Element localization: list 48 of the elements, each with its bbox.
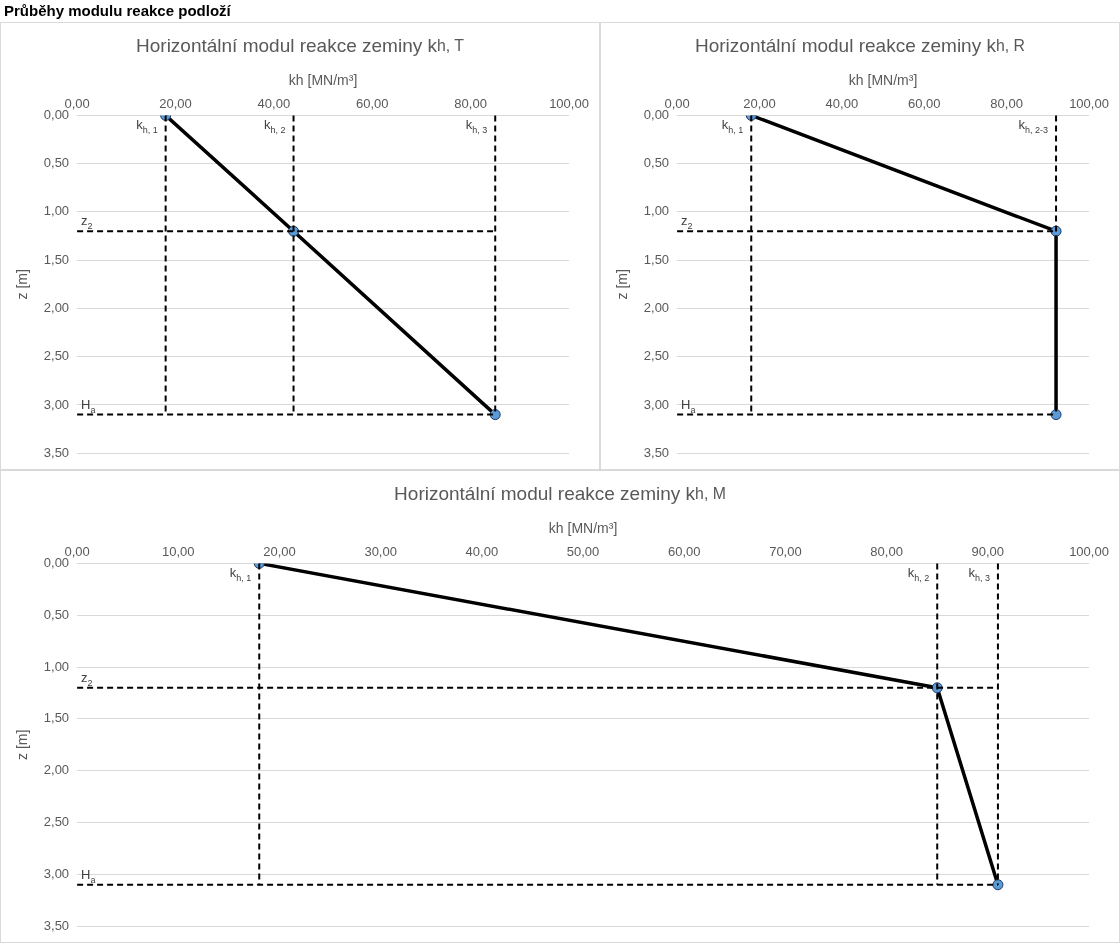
y-tick-label: 1,50 xyxy=(43,251,70,267)
x-axis-title: kh [MN/m³] xyxy=(548,520,618,537)
y-tick-label: 2,00 xyxy=(43,762,70,778)
y-tick-label: 1,50 xyxy=(43,710,70,726)
x-tick-label: 20,00 xyxy=(743,96,776,112)
y-tick-label: 0,50 xyxy=(43,606,70,622)
x-tick-label: 60,00 xyxy=(355,96,389,112)
y-tick-label: 2,50 xyxy=(643,348,670,364)
x-tick-label: 40,00 xyxy=(825,96,859,112)
x-tick-label: 80,00 xyxy=(990,96,1023,112)
y-axis-title: z [m] xyxy=(14,269,31,300)
y-tick-label: 2,00 xyxy=(643,300,670,316)
x-tick-label: 100,00 xyxy=(1069,96,1109,112)
x-tick-label: 40,00 xyxy=(465,544,499,560)
y-tick-label: 3,50 xyxy=(43,444,70,460)
x-tick-label: 100,00 xyxy=(1069,544,1109,560)
y-tick-label: 2,50 xyxy=(43,814,70,830)
x-tick-label: 40,00 xyxy=(257,96,291,112)
x-tick-label: 100,00 xyxy=(549,96,589,112)
x-tick-label: 30,00 xyxy=(364,544,397,560)
x-tick-label: 60,00 xyxy=(667,544,701,560)
y-tick-label: 1,00 xyxy=(43,658,70,674)
y-tick-label: 0,50 xyxy=(43,155,70,171)
x-tick-label: 80,00 xyxy=(870,544,903,560)
x-tick-label: 60,00 xyxy=(907,96,941,112)
x-axis-title: kh [MN/m³] xyxy=(288,72,358,89)
x-tick-label: 70,00 xyxy=(769,544,802,560)
x-tick-label: 50,00 xyxy=(566,544,600,560)
x-tick-label: 90,00 xyxy=(971,544,1005,560)
x-tick-label: 80,00 xyxy=(454,96,487,112)
y-tick-label: 1,00 xyxy=(43,203,70,219)
text: Průběhy modulu reakce podloží xyxy=(4,2,231,19)
y-tick-label: 3,00 xyxy=(643,396,670,412)
x-tick-label: 20,00 xyxy=(159,96,192,112)
y-axis-title: z [m] xyxy=(614,269,631,300)
y-tick-label: 3,00 xyxy=(43,865,70,881)
x-tick-label: 10,00 xyxy=(162,544,195,560)
y-tick-label: 0,50 xyxy=(643,155,670,171)
y-tick-label: 2,00 xyxy=(43,300,70,316)
y-axis-title: z [m] xyxy=(14,729,31,760)
y-tick-label: 3,00 xyxy=(43,396,70,412)
y-tick-label: 1,50 xyxy=(643,251,670,267)
y-tick-label: 3,50 xyxy=(43,917,70,933)
y-tick-label: 1,00 xyxy=(643,203,670,219)
x-axis-title: kh [MN/m³] xyxy=(848,72,918,89)
y-tick-label: 3,50 xyxy=(643,444,670,460)
y-tick-label: 2,50 xyxy=(43,348,70,364)
x-tick-label: 20,00 xyxy=(263,544,296,560)
